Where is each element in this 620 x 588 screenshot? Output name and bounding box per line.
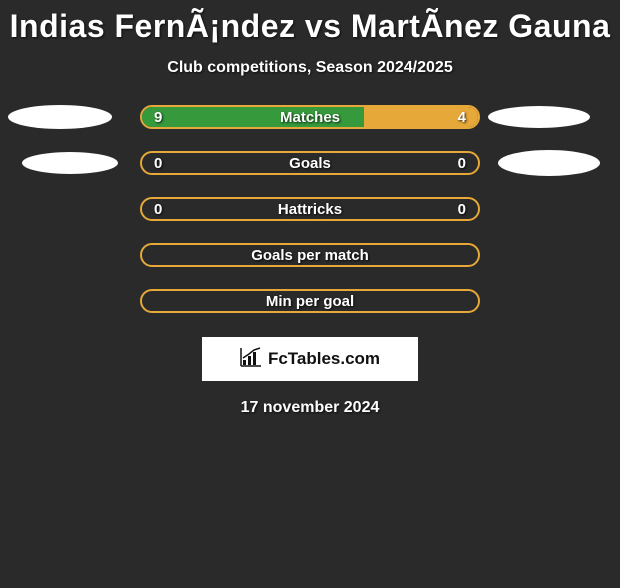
subtitle: Club competitions, Season 2024/2025 <box>0 59 620 77</box>
left-ellipse <box>8 105 112 129</box>
comparison-row: Goals per match <box>0 243 620 267</box>
comparison-rows: 9 4 Matches 0 0 Goals 0 0 Hattricks Goals per mat… <box>0 105 620 313</box>
comparison-row: 0 0 Goals <box>0 151 620 175</box>
comparison-row: 9 4 Matches <box>0 105 620 129</box>
comparison-row: 0 0 Hattricks <box>0 197 620 221</box>
comparison-row: Min per goal <box>0 289 620 313</box>
bar-label: Min per goal <box>266 293 354 310</box>
left-value: 0 <box>154 155 162 172</box>
right-value: 0 <box>458 155 466 172</box>
bar-label: Goals per match <box>251 247 369 264</box>
left-value: 9 <box>154 109 162 126</box>
bar-container: 0 0 Goals <box>140 151 480 175</box>
bar-label: Matches <box>280 109 340 126</box>
logo-box: FcTables.com <box>202 337 418 381</box>
date-label: 17 november 2024 <box>0 399 620 417</box>
right-value: 0 <box>458 201 466 218</box>
left-value: 0 <box>154 201 162 218</box>
right-ellipse <box>488 106 590 128</box>
bar-container: Goals per match <box>140 243 480 267</box>
bar-container: 9 4 Matches <box>140 105 480 129</box>
bar-label: Goals <box>289 155 331 172</box>
chart-icon <box>240 347 262 372</box>
page-title: Indias FernÃ¡ndez vs MartÃ­nez Gauna <box>0 8 620 45</box>
bar-container: 0 0 Hattricks <box>140 197 480 221</box>
right-ellipse <box>498 150 600 176</box>
logo-text: FcTables.com <box>268 349 380 369</box>
left-ellipse <box>22 152 118 174</box>
right-value: 4 <box>458 109 466 126</box>
bar-container: Min per goal <box>140 289 480 313</box>
bar-label: Hattricks <box>278 201 342 218</box>
